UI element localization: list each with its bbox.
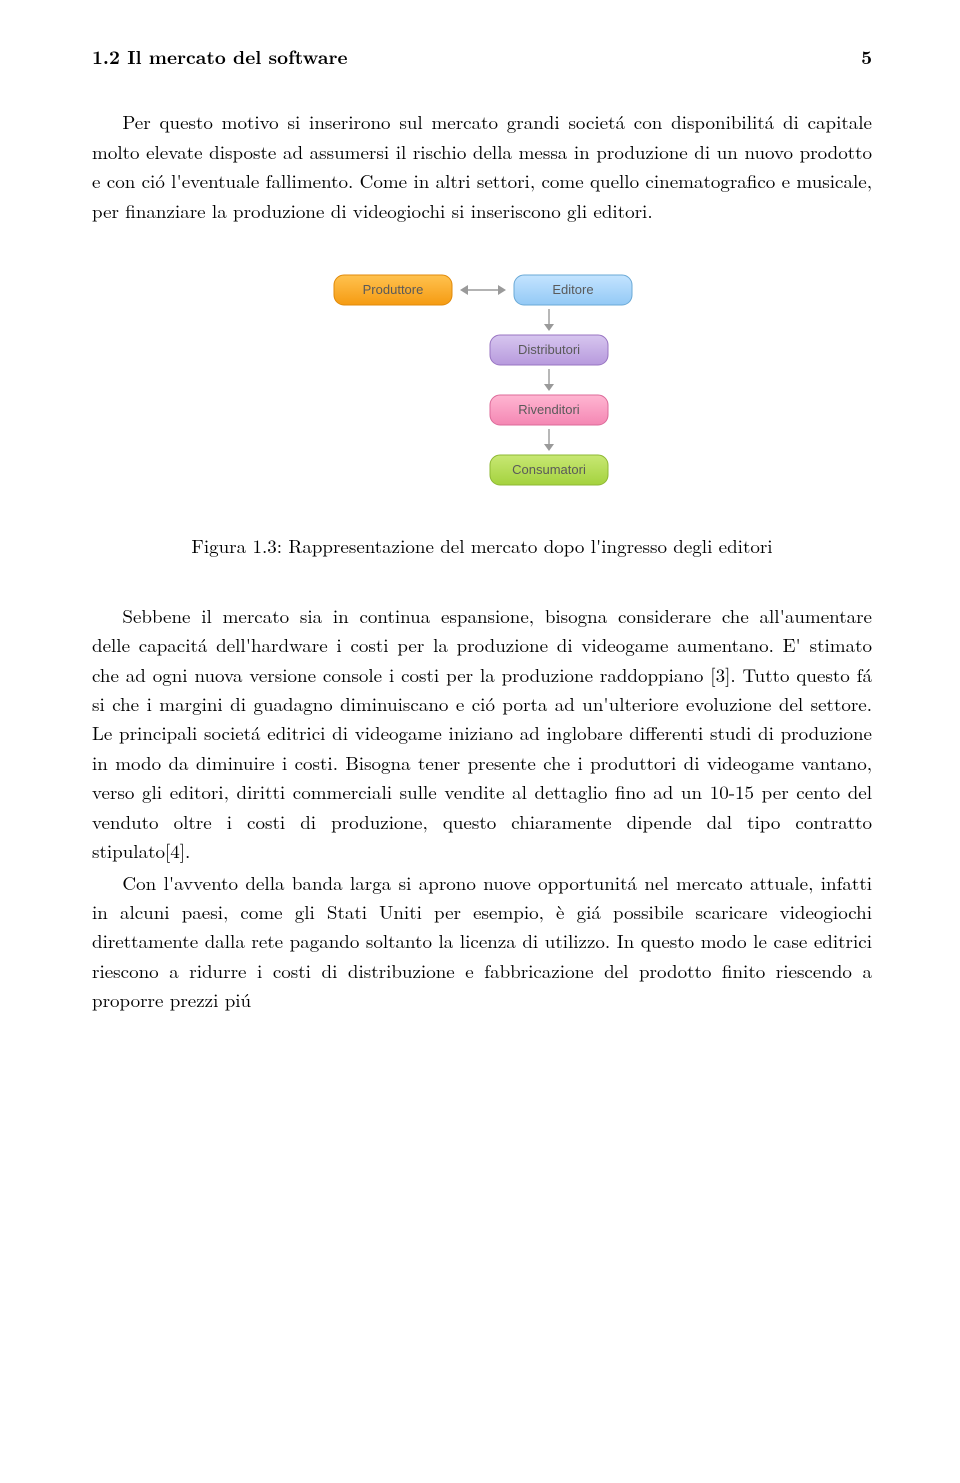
flowchart-node-label: Rivenditori <box>518 402 580 417</box>
arrow-down-icon <box>544 444 554 451</box>
flowchart-node-label: Editore <box>552 282 593 297</box>
flowchart-node-label: Produttore <box>363 282 424 297</box>
body-paragraph: Con l'avvento della banda larga si apron… <box>92 868 872 1015</box>
document-page: 1.2 Il mercato del software 5 Per questo… <box>0 0 960 1057</box>
flowchart-svg: Produttore Editore Distributori Rivenditori… <box>282 269 682 495</box>
body-paragraph: Sebbene il mercato sia in continua espan… <box>92 601 872 866</box>
arrow-down-icon <box>544 324 554 331</box>
arrow-left-icon <box>460 285 468 295</box>
flowchart-node-label: Consumatori <box>512 462 586 477</box>
flowchart-node-label: Distributori <box>518 342 580 357</box>
body-paragraph: Per questo motivo si inserirono sul merc… <box>92 107 872 225</box>
section-title: 1.2 Il mercato del software <box>92 42 347 71</box>
arrow-right-icon <box>498 285 506 295</box>
figure-caption: Figura 1.3: Rappresentazione del mercato… <box>92 531 872 560</box>
running-header: 1.2 Il mercato del software 5 <box>92 42 872 71</box>
figure-1-3: Produttore Editore Distributori Rivenditori… <box>92 269 872 560</box>
arrow-down-icon <box>544 384 554 391</box>
page-number: 5 <box>861 42 872 71</box>
